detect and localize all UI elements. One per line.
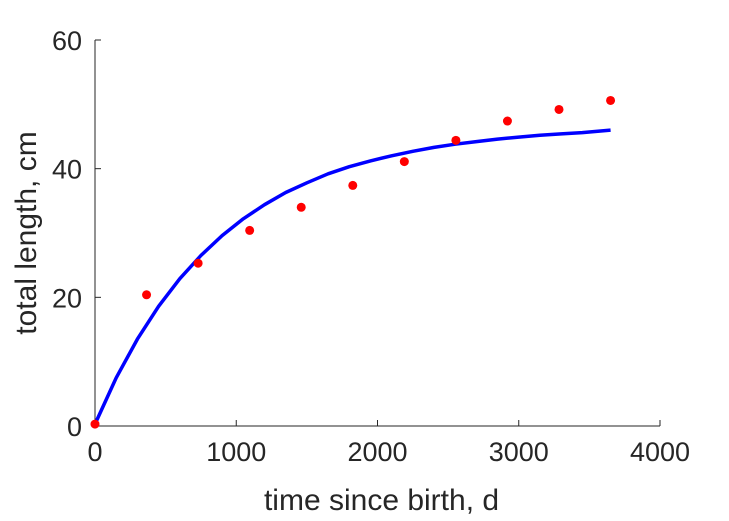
axes: 0 1000 2000 3000 4000 0 20 40 60 bbox=[52, 26, 690, 467]
series-layer bbox=[90, 95, 616, 429]
data-point bbox=[399, 157, 409, 167]
x-tick-label: 2000 bbox=[347, 437, 407, 467]
data-point bbox=[348, 180, 358, 190]
data-point bbox=[296, 202, 306, 212]
data-point bbox=[142, 290, 152, 300]
x-tick-label: 3000 bbox=[489, 437, 549, 467]
y-tick-label: 0 bbox=[67, 412, 82, 442]
data-point bbox=[193, 258, 203, 268]
y-tick-label: 20 bbox=[52, 283, 82, 313]
x-tick-label: 0 bbox=[87, 437, 102, 467]
data-point bbox=[90, 419, 100, 429]
y-tick-label: 40 bbox=[52, 155, 82, 185]
data-point bbox=[502, 116, 512, 126]
y-axis-title: total length, cm bbox=[10, 131, 43, 334]
data-point bbox=[451, 135, 461, 145]
ticks: 0 1000 2000 3000 4000 0 20 40 60 bbox=[52, 26, 690, 467]
data-point bbox=[606, 95, 616, 105]
x-axis-title: time since birth, d bbox=[264, 484, 499, 517]
x-tick-label: 4000 bbox=[630, 437, 690, 467]
data-point bbox=[554, 104, 564, 114]
y-tick-label: 60 bbox=[52, 26, 82, 56]
data-point bbox=[245, 225, 255, 235]
x-tick-label: 1000 bbox=[206, 437, 266, 467]
fit-curve bbox=[93, 128, 611, 425]
